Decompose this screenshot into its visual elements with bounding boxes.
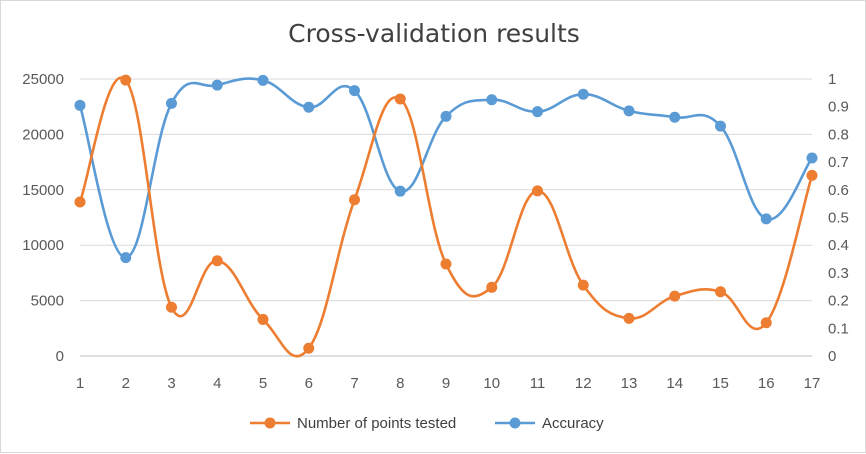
data-point-number-of-points-tested <box>74 196 86 208</box>
y-right-tick-label: 0.4 <box>828 237 849 254</box>
x-tick-label: 5 <box>259 375 267 392</box>
data-point-accuracy <box>120 252 132 264</box>
y-right-tick-label: 1 <box>828 71 836 88</box>
x-tick-label: 2 <box>122 375 130 392</box>
data-point-accuracy <box>257 74 269 86</box>
data-point-number-of-points-tested <box>349 194 360 206</box>
legend-swatch-marker <box>509 417 521 429</box>
y-left-tick-label: 15000 <box>22 182 64 199</box>
data-point-number-of-points-tested <box>303 342 315 354</box>
data-point-accuracy <box>349 85 360 97</box>
y-left-tick-label: 20000 <box>22 126 64 143</box>
data-point-number-of-points-tested <box>669 290 681 302</box>
y-right-tick-label: 0.9 <box>828 99 849 116</box>
data-point-number-of-points-tested <box>532 185 543 197</box>
x-tick-label: 9 <box>442 375 450 392</box>
data-point-number-of-points-tested <box>577 279 589 291</box>
x-tick-label: 11 <box>530 375 546 392</box>
legend-label: Number of points tested <box>297 415 456 432</box>
legend: Number of points tested Accuracy <box>250 415 604 432</box>
y-right-tick-label: 0.6 <box>828 182 849 199</box>
data-point-accuracy <box>806 152 818 164</box>
legend-item-number-of-points-tested: Number of points tested <box>250 415 456 432</box>
data-point-accuracy <box>532 106 543 118</box>
x-tick-label: 12 <box>575 375 592 392</box>
series-layer <box>74 74 818 358</box>
x-tick-label: 3 <box>167 375 175 392</box>
y-left-tick-label: 5000 <box>31 293 64 310</box>
data-point-accuracy <box>303 101 315 113</box>
legend-swatch-marker <box>264 417 276 429</box>
y-left-tick-label: 10000 <box>22 237 64 254</box>
data-point-number-of-points-tested <box>394 93 406 105</box>
gridlines <box>80 78 812 302</box>
data-point-accuracy <box>74 99 86 111</box>
data-point-number-of-points-tested <box>806 169 818 181</box>
chart-title: Cross-validation results <box>288 19 580 48</box>
x-tick-label: 10 <box>483 375 500 392</box>
data-point-accuracy <box>760 213 772 225</box>
x-tick-label: 16 <box>758 375 775 392</box>
x-tick-label: 17 <box>804 375 821 392</box>
y-right-tick-label: 0.5 <box>828 210 849 227</box>
y-left-tick-label: 25000 <box>22 71 64 88</box>
data-point-number-of-points-tested <box>211 255 223 267</box>
data-point-number-of-points-tested <box>166 301 177 313</box>
x-tick-label: 4 <box>213 375 221 392</box>
y-right-tick-label: 0.8 <box>828 126 849 143</box>
y-right-tick-label: 0.3 <box>828 265 849 282</box>
y-right-tick-label: 0.2 <box>828 293 849 310</box>
x-tick-label: 6 <box>305 375 313 392</box>
axes: 0 5000 10000 15000 20000 25000 0 0.1 0.2 0.3 0.4 0.… <box>22 71 849 392</box>
data-point-accuracy <box>669 111 681 123</box>
data-point-accuracy <box>577 88 589 100</box>
x-tick-label: 8 <box>396 375 404 392</box>
data-point-accuracy <box>211 79 223 91</box>
x-tick-label: 7 <box>350 375 358 392</box>
data-point-number-of-points-tested <box>715 286 726 298</box>
y-right-tick-label: 0 <box>828 348 836 365</box>
data-point-number-of-points-tested <box>760 317 772 329</box>
y-right-tick-label: 0.1 <box>828 320 849 337</box>
data-point-accuracy <box>623 105 635 117</box>
data-point-number-of-points-tested <box>623 312 635 324</box>
data-point-number-of-points-tested <box>257 313 269 325</box>
x-tick-label: 13 <box>621 375 638 392</box>
data-point-accuracy <box>394 185 406 197</box>
legend-label: Accuracy <box>542 415 604 432</box>
data-point-number-of-points-tested <box>440 258 452 270</box>
data-point-number-of-points-tested <box>120 74 132 86</box>
data-point-accuracy <box>166 97 177 109</box>
data-point-accuracy <box>440 110 452 122</box>
x-tick-label: 1 <box>76 375 84 392</box>
y-right-tick-label: 0.7 <box>828 154 849 171</box>
x-tick-label: 15 <box>712 375 729 392</box>
data-point-accuracy <box>715 120 726 132</box>
y-left-tick-label: 0 <box>56 348 64 365</box>
data-point-number-of-points-tested <box>486 281 498 293</box>
series-line-accuracy <box>78 77 814 259</box>
data-point-accuracy <box>486 94 498 106</box>
legend-item-accuracy: Accuracy <box>495 415 604 432</box>
x-tick-label: 14 <box>666 375 683 392</box>
